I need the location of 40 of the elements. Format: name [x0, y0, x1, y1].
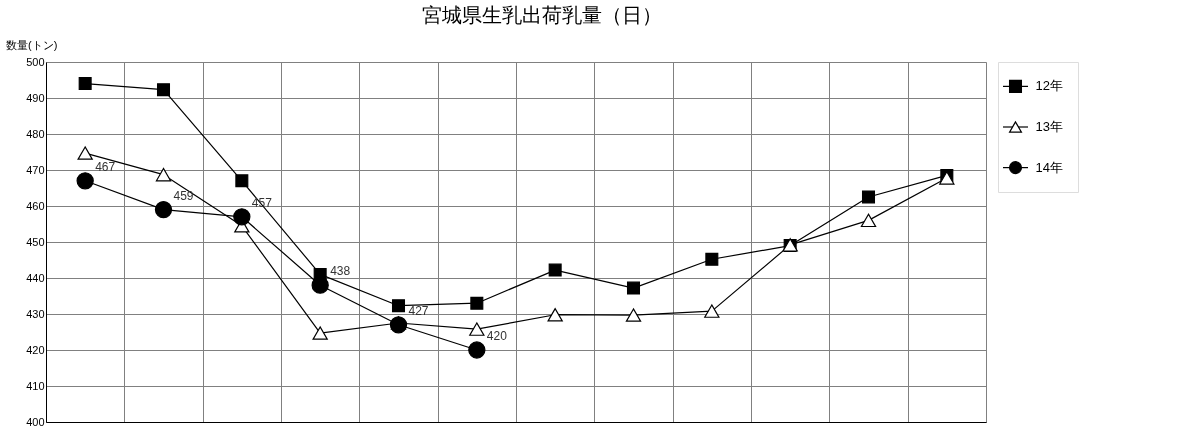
point	[626, 281, 641, 295]
point	[312, 326, 328, 340]
y-tick-label: 430	[26, 307, 45, 320]
y-tick-label: 440	[26, 271, 45, 284]
point	[625, 308, 642, 322]
point	[548, 263, 562, 277]
point	[78, 77, 92, 91]
data-label: 459	[173, 188, 194, 203]
data-label: 420	[486, 329, 508, 343]
y-tick-label: 400	[26, 415, 45, 428]
point	[470, 296, 484, 310]
point	[156, 83, 171, 97]
y-tick-label: 420	[26, 343, 45, 356]
point	[468, 341, 486, 359]
y-tick-label: 460	[26, 199, 45, 212]
point	[547, 308, 563, 322]
legend-label: 12年	[1035, 78, 1063, 94]
chart-title: 宮城県生乳出荷乳量（日）	[422, 3, 662, 26]
y-tick-label: 470	[26, 163, 45, 176]
y-tick-label: 450	[26, 235, 45, 248]
legend-label: 13年	[1035, 119, 1063, 134]
data-label: 438	[330, 264, 351, 279]
y-tick-label: 490	[26, 91, 45, 104]
point	[77, 146, 93, 160]
y-tick-label: 500	[26, 55, 45, 68]
point	[704, 304, 720, 318]
point	[233, 208, 251, 226]
point	[705, 252, 719, 266]
point	[861, 190, 876, 204]
point	[154, 200, 173, 219]
point	[469, 322, 485, 336]
y-tick-label: 410	[26, 379, 45, 392]
y-tick-label: 480	[26, 127, 45, 140]
point	[391, 299, 406, 313]
point	[235, 174, 249, 188]
point	[76, 172, 94, 190]
point	[155, 167, 172, 182]
legend-label: 14年	[1035, 159, 1063, 175]
y-axis-title: 数量(トン)	[6, 39, 58, 51]
point	[860, 213, 877, 228]
